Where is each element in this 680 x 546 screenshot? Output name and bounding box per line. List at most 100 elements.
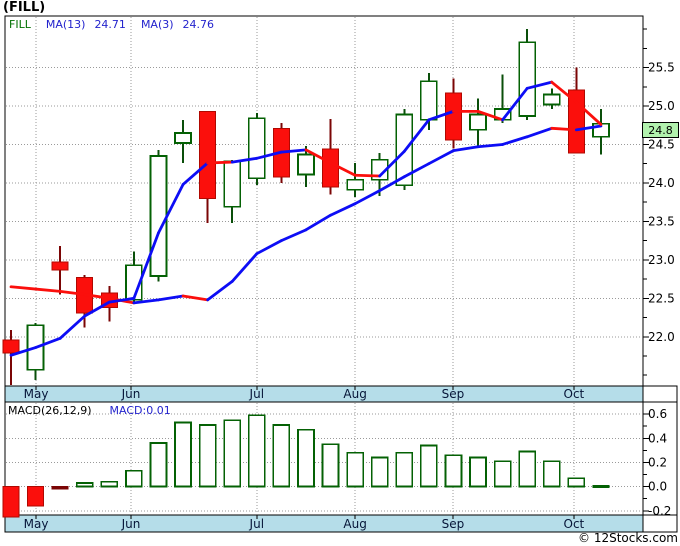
month-label: May	[24, 517, 49, 531]
ma3-segment	[206, 160, 234, 165]
ma3-segment	[255, 150, 283, 160]
price-tick-label: 22.0	[648, 330, 675, 344]
macd-bar	[272, 424, 291, 488]
ma13-segment	[255, 239, 283, 256]
price-tick-label: 24.5	[648, 137, 675, 151]
month-label: Jun	[121, 387, 141, 401]
macd-bar	[444, 454, 463, 488]
ma3-segment	[107, 296, 136, 304]
macd-bar	[2, 486, 20, 518]
candle-up	[542, 93, 561, 106]
macd-legend: MACD(26,12,9) MACD:0.01	[8, 404, 171, 417]
ma13-segment	[353, 189, 382, 206]
ma13-segment	[452, 145, 480, 153]
month-label: Oct	[564, 517, 585, 531]
ma3-segment	[34, 336, 62, 349]
ma3-segment	[157, 183, 185, 235]
ma3-segment	[132, 231, 160, 300]
month-label: Sep	[442, 517, 465, 531]
macd-value-label: MACD:0.01	[109, 404, 171, 417]
ma3-segment	[574, 100, 603, 126]
ma3-segment	[525, 80, 554, 90]
legend-ma13-label: MA(13)	[45, 18, 86, 31]
price-tick-label: 25.5	[648, 61, 675, 75]
macd-bar	[297, 428, 315, 488]
macd-bar	[420, 444, 438, 488]
ma3-segment	[476, 109, 505, 122]
price-tick-label: 25.0	[648, 99, 675, 113]
macd-bar	[321, 443, 340, 488]
macd-bar	[346, 451, 364, 488]
macd-bar	[493, 460, 512, 488]
ma13-segment	[279, 228, 308, 243]
month-band	[4, 385, 644, 403]
month-label: Jul	[249, 517, 264, 531]
macd-bar	[247, 414, 266, 488]
month-label: Jun	[121, 517, 141, 531]
ma3-segment	[83, 300, 111, 318]
ma3-segment	[501, 86, 529, 122]
ma13-segment	[378, 175, 406, 193]
ma13-segment	[476, 143, 505, 149]
price-tick-label: 23.5	[648, 214, 675, 228]
legend-ma3-value: 24.76	[182, 18, 215, 31]
candle-up	[346, 178, 364, 191]
price-tick-label: 22.5	[648, 291, 675, 305]
macd-month-band: May Jun Jul Aug Sep Oct	[4, 514, 678, 533]
ma3-line	[9, 80, 603, 357]
month-band	[4, 514, 644, 533]
macd-bar	[149, 442, 168, 488]
candle-up	[174, 132, 192, 144]
ma3-segment	[353, 173, 382, 178]
ma13-segment	[501, 135, 529, 146]
macd-bar	[174, 421, 192, 488]
macd-bar	[51, 486, 69, 490]
price-panel	[4, 15, 644, 387]
macd-bar	[27, 486, 45, 507]
macd-bar	[542, 460, 561, 488]
macd-bar	[125, 470, 143, 488]
ma3-segment	[550, 80, 578, 104]
ma13-segment	[329, 202, 357, 217]
macd-bar	[592, 484, 610, 488]
ma3-segment	[427, 109, 455, 122]
ma13-segment	[83, 293, 111, 300]
ma3-segment	[58, 314, 87, 340]
ma13-segment	[206, 279, 234, 302]
legend-ma3-label: MA(3)	[140, 18, 174, 31]
last-price-tag: 24.8	[642, 122, 679, 138]
macd-tick-label: 0.0	[648, 480, 667, 494]
ma3-segment	[329, 161, 357, 177]
macd-panel: -0.2 0.0 0.2 0.4 0.6	[2, 401, 678, 518]
ma3-segment	[230, 156, 259, 164]
macd-bar	[395, 451, 414, 488]
ma13-segment	[157, 294, 185, 302]
month-label: Jul	[249, 387, 264, 401]
ma13-segment	[132, 298, 160, 305]
ma3-segment	[9, 346, 37, 357]
ma13-segment	[181, 294, 210, 302]
copyright: © 12Stocks.com	[578, 531, 678, 545]
ma13-segment	[230, 252, 259, 283]
macd-bar	[100, 480, 119, 488]
candle-up	[420, 80, 438, 121]
ma13-segment	[304, 213, 332, 232]
legend-ma13-value: 24.71	[94, 18, 126, 31]
price-axis: 22.0 22.5 23.0 23.5 24.0 24.5 25.0 25.5	[643, 28, 675, 376]
price-tick-label: 24.0	[648, 176, 675, 190]
ma13-segment	[58, 289, 87, 296]
month-label: May	[24, 387, 49, 401]
ma13-segment	[34, 287, 62, 293]
candle-up	[297, 153, 315, 176]
ma3-segment	[378, 149, 406, 178]
ma13-segment	[574, 124, 603, 132]
month-label: Aug	[343, 517, 366, 531]
ma3-segment	[402, 118, 431, 153]
macd-bar	[75, 482, 94, 488]
macd-tick-label: -0.2	[648, 504, 671, 518]
candle-down	[2, 339, 20, 354]
ma13-segment	[9, 285, 37, 291]
legend-ticker: FILL	[9, 18, 31, 31]
